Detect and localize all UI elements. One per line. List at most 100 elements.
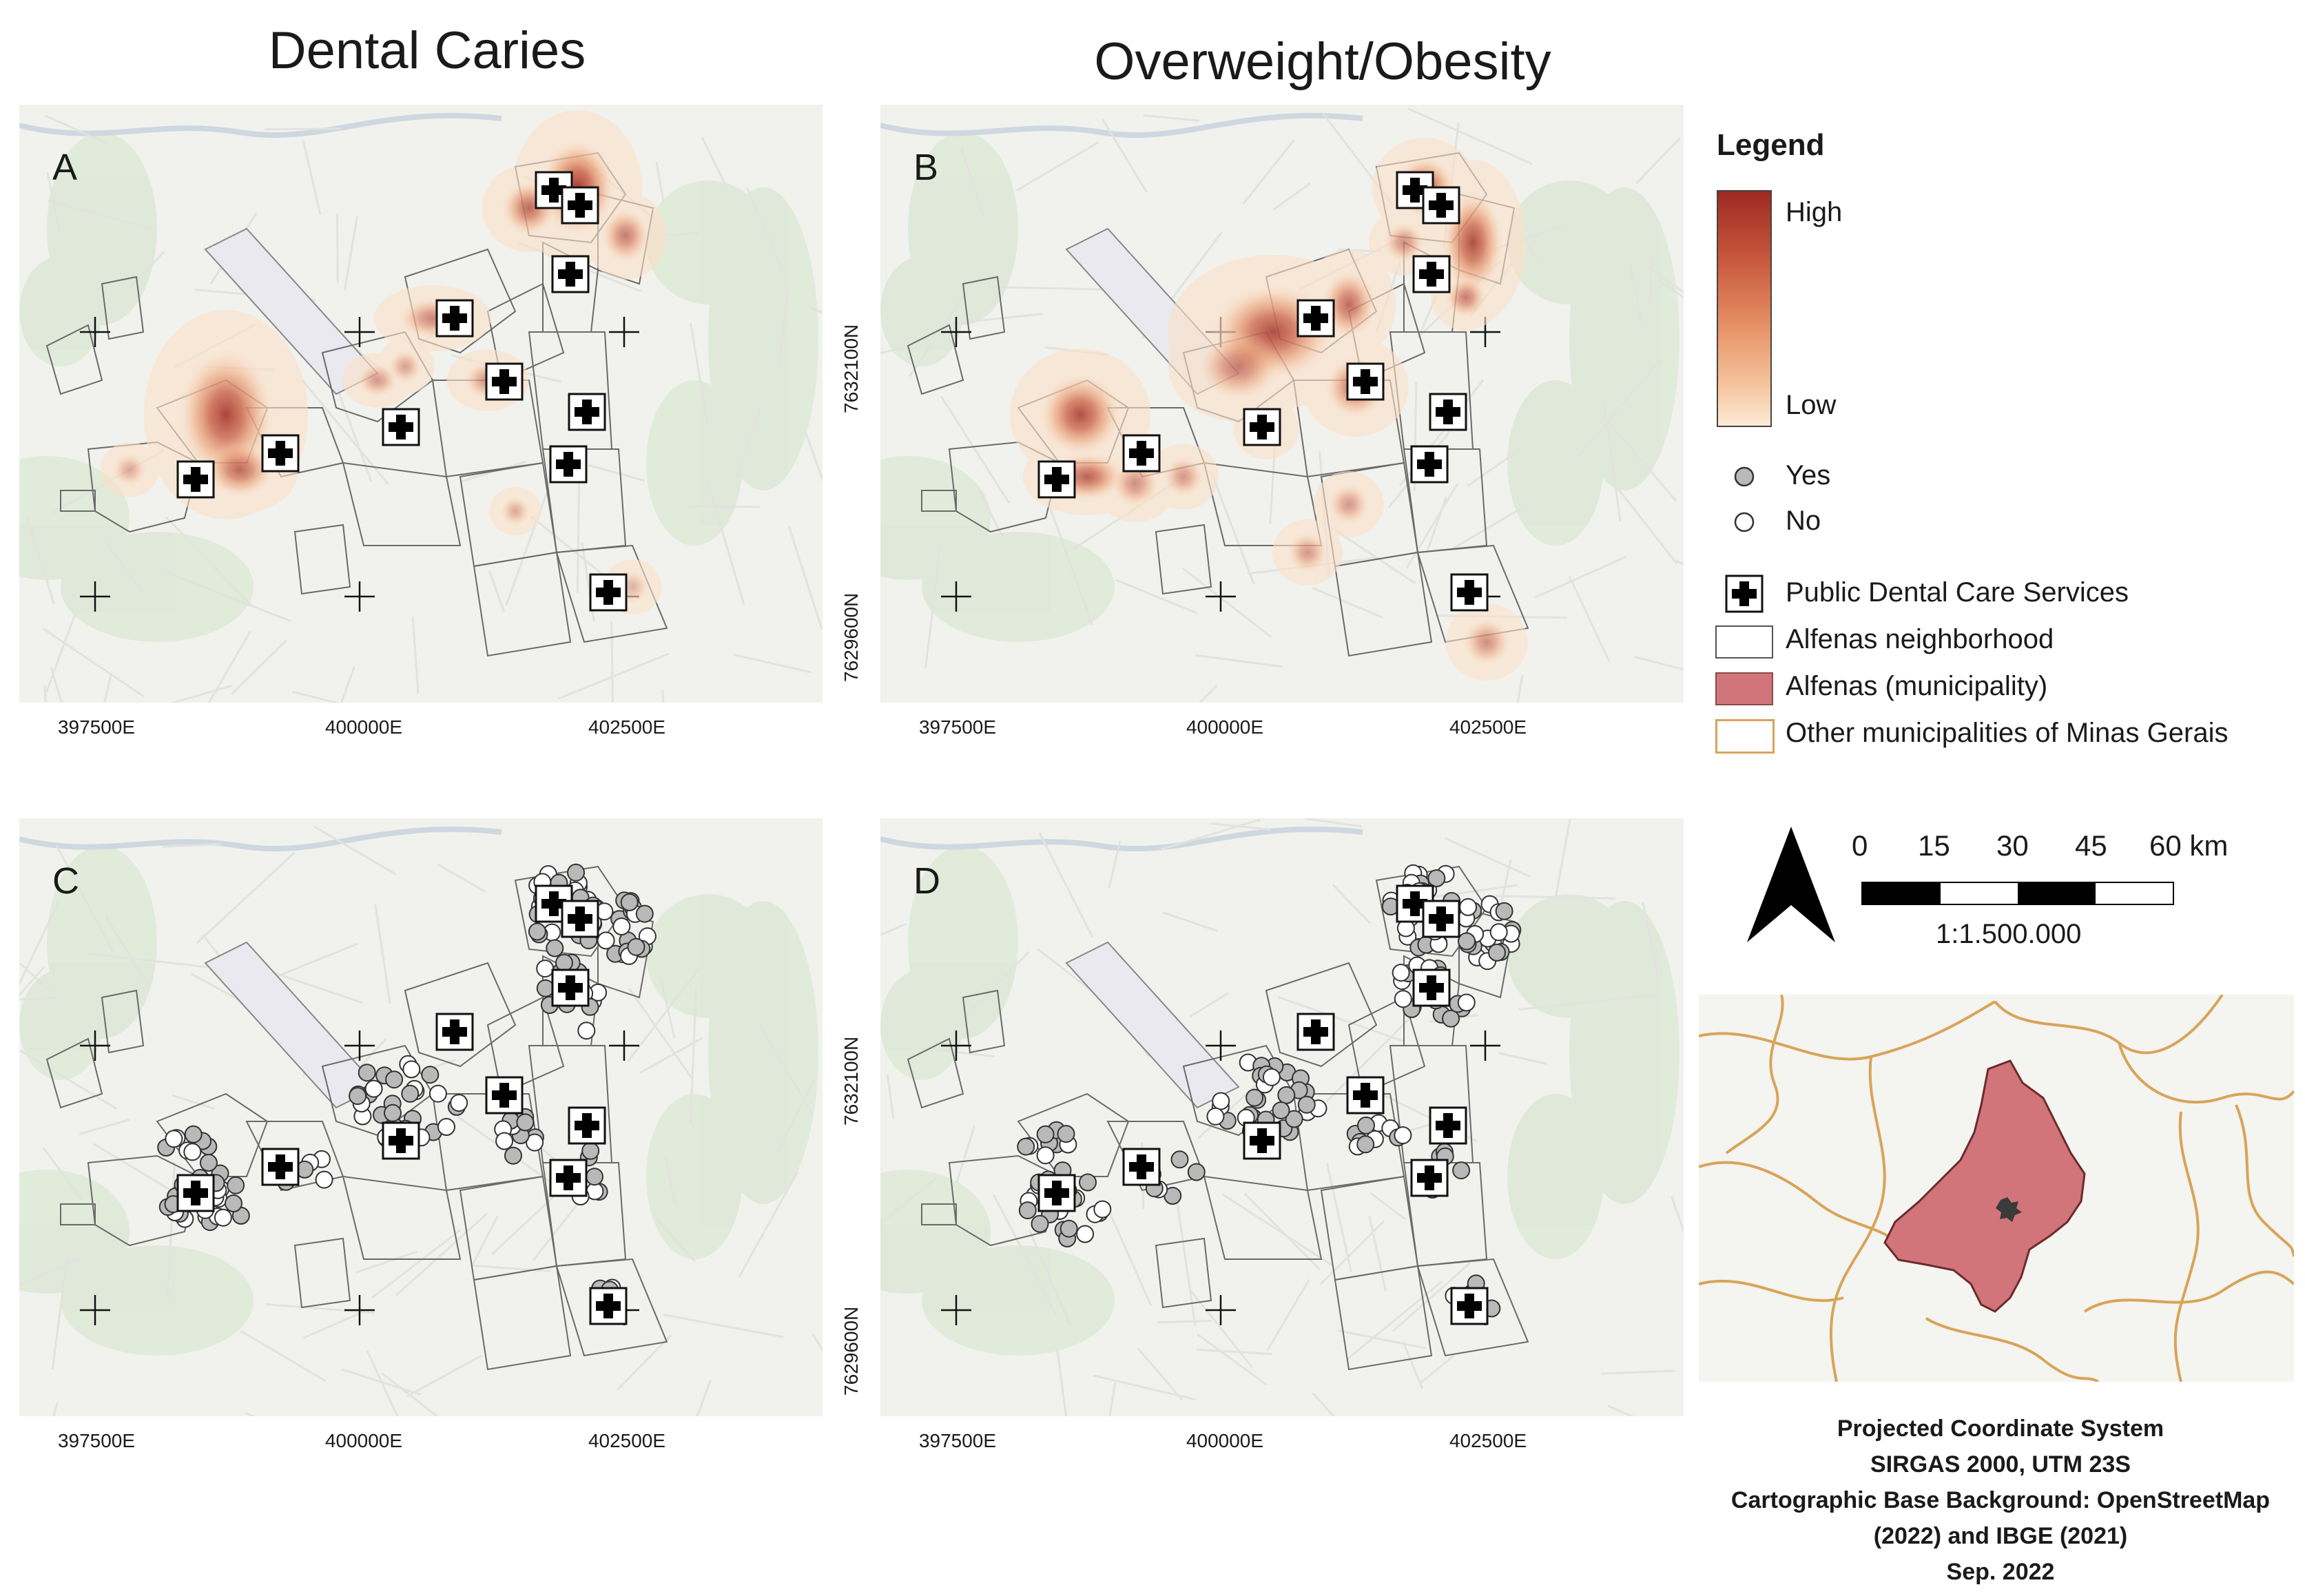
- point-no: [1394, 990, 1412, 1008]
- point-no: [214, 1208, 232, 1227]
- panel-letter-b: B: [913, 147, 939, 188]
- legend-high-label: High: [1786, 197, 1843, 227]
- northing-label: 7629600N: [840, 1306, 862, 1396]
- dental-service-icon: [551, 968, 590, 1007]
- dental-service-icon: [1037, 460, 1076, 499]
- dental-service-icon: [261, 434, 300, 473]
- point-no: [577, 1022, 596, 1040]
- river: [880, 112, 1363, 138]
- point-no: [1093, 1200, 1112, 1219]
- legend-gradient: [1717, 190, 1772, 427]
- point-yes: [1297, 1095, 1316, 1114]
- scale-bar: [1861, 882, 2174, 905]
- dental-service-icon: [1422, 900, 1460, 938]
- point-no: [1212, 1092, 1230, 1110]
- point-yes: [635, 904, 654, 923]
- dental-service-icon: [549, 445, 588, 484]
- heat-spot: [1445, 277, 1487, 318]
- easting-label: 397500E: [918, 716, 997, 738]
- point-yes: [184, 1125, 203, 1143]
- dental-service-icon: [1243, 1121, 1281, 1160]
- dental-service-icon: [1346, 362, 1385, 401]
- point-yes: [581, 1141, 600, 1160]
- legend-services-label: Public Dental Care Services: [1786, 577, 2129, 608]
- inset-locator-map: [1699, 995, 2294, 1382]
- northing-label: 7632100N: [840, 1036, 862, 1126]
- footer-line: (2022) and IBGE (2021): [1873, 1523, 2128, 1549]
- heat-spot: [1383, 222, 1425, 263]
- inset-map-svg: [1699, 995, 2294, 1382]
- heat-spot: [1163, 456, 1204, 497]
- map-panel-d: D: [880, 818, 1684, 1416]
- scale-tick-label: 0: [1852, 829, 1868, 862]
- point-yes: [227, 1176, 245, 1194]
- airport-area: [1065, 941, 1240, 1109]
- northing-label: 7629600N: [840, 592, 862, 682]
- map-canvas: [880, 105, 1684, 703]
- title-dental-caries: Dental Caries: [268, 21, 586, 80]
- legend-yes-symbol: [1734, 466, 1755, 487]
- point-no: [536, 960, 555, 978]
- point-yes: [620, 893, 639, 911]
- dental-service-icon: [561, 186, 599, 225]
- point-no: [1036, 1146, 1055, 1165]
- point-yes: [384, 1103, 402, 1122]
- point-yes: [1452, 1161, 1471, 1180]
- easting-label: 402500E: [1449, 716, 1527, 738]
- footer-line: Sep. 2022: [1946, 1559, 2055, 1585]
- point-yes: [421, 1066, 440, 1084]
- point-yes: [225, 1194, 242, 1212]
- dental-service-icon: [1243, 408, 1281, 446]
- point-yes: [1442, 1009, 1460, 1028]
- dental-service-icon: [176, 1174, 215, 1212]
- easting-label: 397500E: [918, 1430, 997, 1451]
- point-no: [495, 1132, 514, 1150]
- legend-neighborhood-swatch: [1715, 625, 1773, 659]
- north-arrow-icon: [1747, 827, 1835, 942]
- point-yes: [385, 1070, 404, 1089]
- point-yes: [349, 1087, 367, 1106]
- dental-service-icon: [485, 1076, 524, 1115]
- legend-title: Legend: [1717, 128, 1825, 162]
- river: [880, 826, 1363, 852]
- legend-yes-label: Yes: [1786, 460, 1831, 490]
- legend-no-label: No: [1786, 506, 1821, 536]
- dental-service-icon: [435, 1013, 474, 1051]
- heat-spot: [1462, 618, 1511, 666]
- map-footer: Projected Coordinate System SIRGAS 2000,…: [1684, 1411, 2305, 1590]
- dental-service-icon: [176, 460, 215, 499]
- point-yes: [567, 863, 585, 882]
- heat-spot: [357, 363, 398, 397]
- point-yes: [199, 1154, 218, 1172]
- dental-service-icon: [589, 1287, 628, 1325]
- point-yes: [1272, 1101, 1290, 1119]
- footer-line: Projected Coordinate System: [1837, 1416, 2164, 1442]
- map-panel-a: A: [19, 105, 823, 703]
- river: [19, 112, 502, 138]
- point-no: [1206, 1107, 1225, 1126]
- point-no: [165, 1130, 183, 1148]
- point-no: [1459, 898, 1478, 916]
- northing-label: 7632100N: [840, 324, 862, 413]
- scale-tick-label: 15: [1918, 829, 1950, 862]
- title-overweight-obesity: Overweight/Obesity: [1094, 32, 1551, 91]
- legend-no-symbol: [1734, 512, 1755, 532]
- dental-service-icon: [1412, 255, 1451, 293]
- river: [19, 826, 502, 852]
- dental-service-icon: [1037, 1174, 1076, 1212]
- easting-label: 397500E: [57, 716, 136, 738]
- dental-service-icon: [1450, 1287, 1489, 1325]
- point-yes: [401, 1084, 420, 1103]
- dental-service-icon: [549, 1159, 588, 1197]
- point-yes: [504, 1146, 522, 1165]
- map-canvas: [19, 818, 823, 1416]
- heat-spot: [112, 453, 147, 487]
- easting-label: 400000E: [324, 1430, 403, 1451]
- legend-others-label: Other municipalities of Minas Gerais: [1786, 718, 2229, 748]
- panel-letter-a: A: [52, 147, 78, 188]
- dental-service-icon: [1346, 1076, 1385, 1115]
- panel-letter-d: D: [913, 860, 940, 902]
- point-yes: [528, 922, 546, 941]
- dental-service-icon: [1410, 445, 1449, 484]
- point-no: [402, 1060, 421, 1079]
